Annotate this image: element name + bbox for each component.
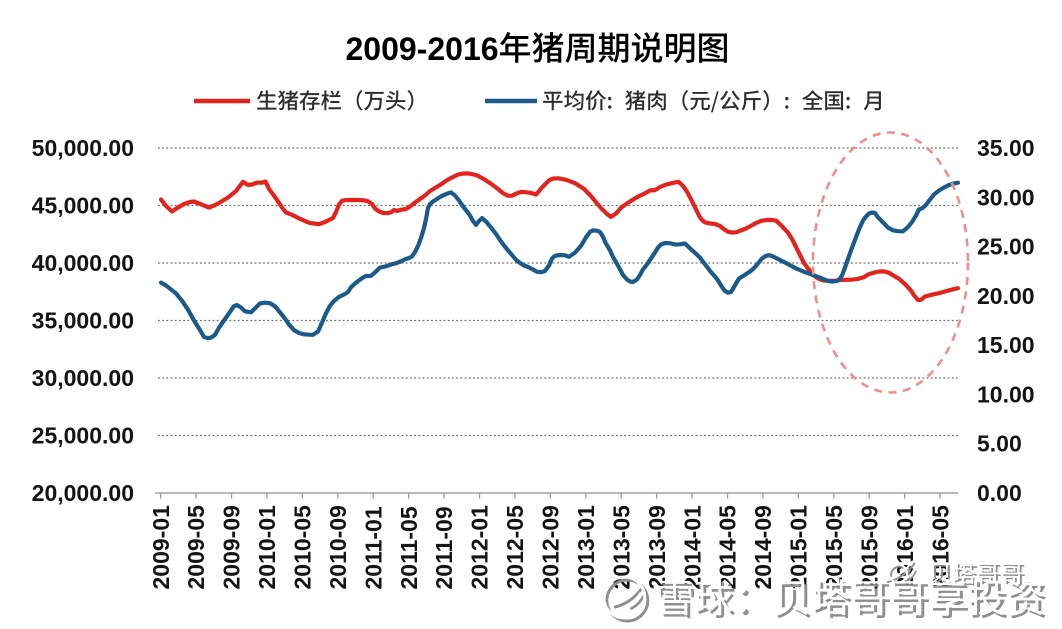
svg-text:10.00: 10.00 [977,381,1035,407]
svg-text:25,000.00: 25,000.00 [32,423,134,449]
svg-text:2011-05: 2011-05 [396,506,422,589]
svg-text:2014-05: 2014-05 [715,505,741,590]
svg-text:30,000.00: 30,000.00 [32,365,134,391]
svg-text:2015-01: 2015-01 [786,505,812,590]
svg-text:0.00: 0.00 [977,480,1022,506]
svg-text:2009-05: 2009-05 [183,505,209,590]
svg-text:2013-09: 2013-09 [644,505,670,589]
svg-text:2009-09: 2009-09 [219,505,245,589]
svg-text:35,000.00: 35,000.00 [32,308,134,334]
svg-text:2011-01: 2011-01 [360,506,386,589]
svg-text:2012-09: 2012-09 [538,505,564,589]
svg-text:2010-01: 2010-01 [254,505,280,590]
svg-text:2012-01: 2012-01 [467,505,493,590]
svg-text:2009-01: 2009-01 [148,505,174,590]
svg-text:2012-05: 2012-05 [502,505,528,590]
svg-text:45,000.00: 45,000.00 [32,193,134,219]
svg-text:50,000.00: 50,000.00 [32,135,134,161]
svg-text:15.00: 15.00 [977,332,1035,358]
svg-text:2011-09: 2011-09 [431,506,457,589]
svg-text:5.00: 5.00 [977,431,1022,457]
svg-text:2015-05: 2015-05 [821,505,847,590]
svg-text:2014-09: 2014-09 [750,505,776,589]
svg-text:2010-05: 2010-05 [290,505,316,590]
svg-text:2010-09: 2010-09 [325,505,351,589]
svg-text:35.00: 35.00 [977,135,1035,161]
svg-text:2013-05: 2013-05 [608,505,634,590]
svg-text:2009-2016: 2009-2016 [346,31,499,67]
svg-text:2014-01: 2014-01 [679,505,705,590]
svg-text:2013-01: 2013-01 [573,505,599,590]
svg-text:25.00: 25.00 [977,234,1035,260]
svg-text:20.00: 20.00 [977,283,1035,309]
svg-text:2015-09: 2015-09 [856,505,882,589]
svg-text:30.00: 30.00 [977,184,1035,210]
svg-text:40,000.00: 40,000.00 [32,250,134,276]
svg-text:20,000.00: 20,000.00 [32,480,134,506]
